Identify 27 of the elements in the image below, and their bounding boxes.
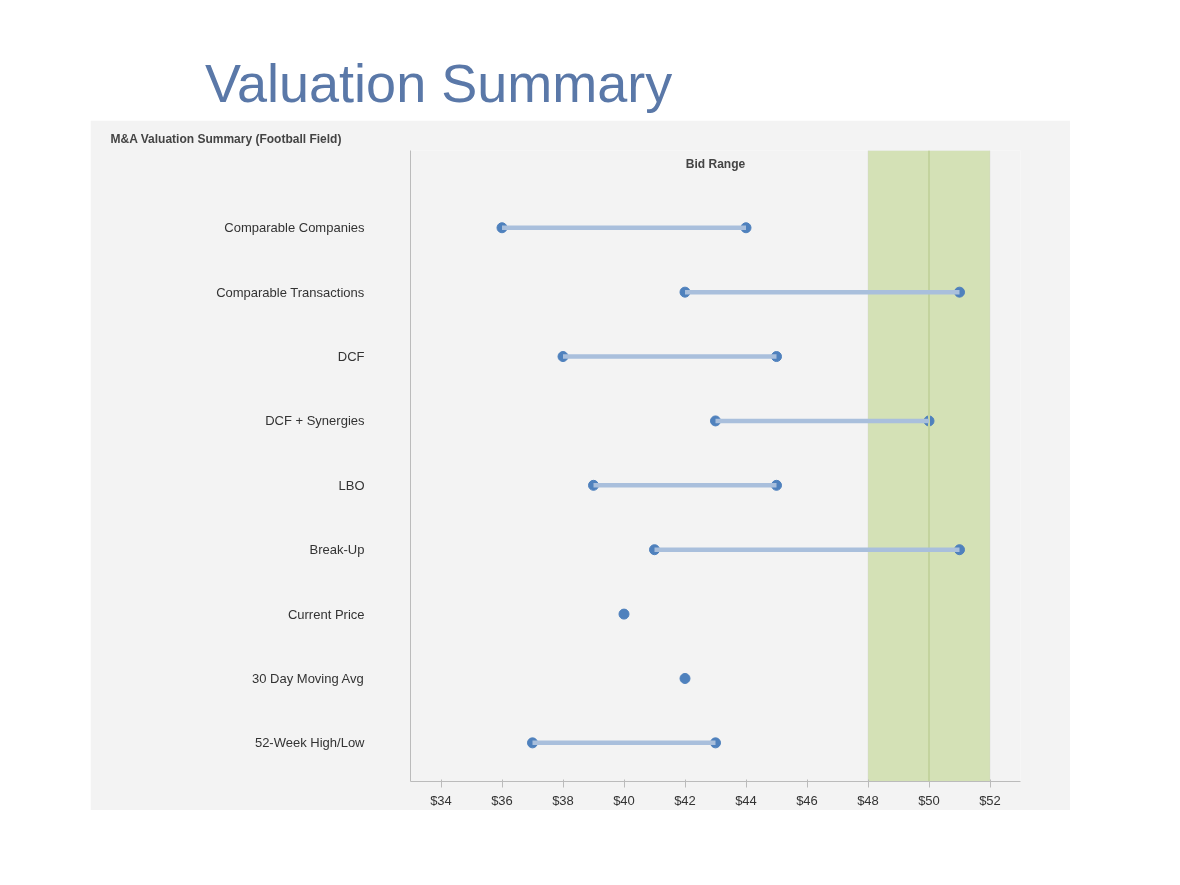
x-tick-label: $48	[857, 792, 879, 808]
x-tick-label: $34	[430, 792, 452, 808]
text: M&A Valuation Summary (Football Field)	[110, 131, 342, 146]
chart-title: Valuation Summary	[205, 52, 673, 115]
bar	[654, 547, 960, 552]
y-tick-label: DCF + Synergies	[265, 413, 365, 429]
y-tick-label: Comparable Companies	[224, 220, 365, 236]
x-tick-label: $50	[918, 792, 940, 808]
x-tick-label: $36	[491, 792, 513, 808]
x-tick-label: $40	[613, 792, 635, 808]
y-tick-label: Comparable Transactions	[216, 284, 365, 300]
y-tick-label: Break-Up	[309, 542, 365, 558]
point	[618, 608, 630, 620]
x-tick-label: $44	[735, 792, 757, 808]
x-tick-label: $52	[979, 792, 1001, 808]
x-tick-label: $42	[674, 792, 696, 808]
y-tick-label: 30 Day Moving Avg	[252, 670, 364, 686]
y-tick-label: DCF	[337, 349, 365, 365]
point	[679, 672, 691, 684]
x-tick-label: $46	[796, 792, 818, 808]
y-tick-label: Current Price	[287, 606, 365, 622]
bar	[593, 483, 777, 488]
y-tick-label: 52-Week High/Low	[254, 735, 366, 751]
y-tick-label: LBO	[338, 477, 365, 493]
annotation: Bid Range	[685, 156, 746, 171]
x-tick-label: $38	[552, 792, 574, 808]
bar	[563, 354, 777, 359]
